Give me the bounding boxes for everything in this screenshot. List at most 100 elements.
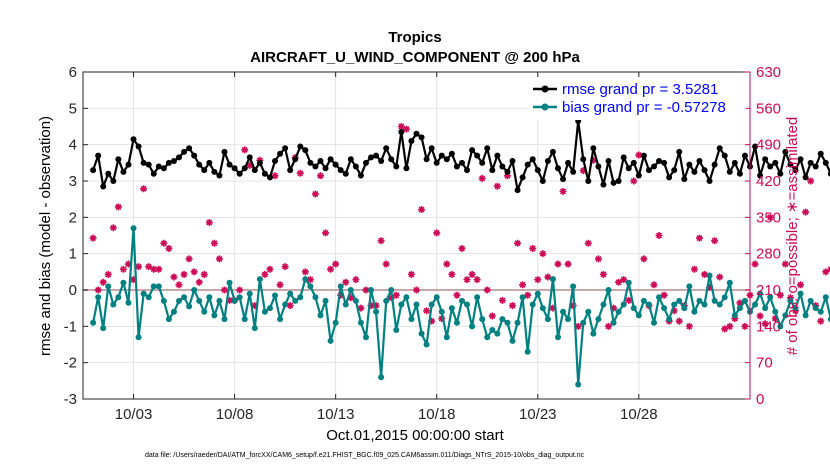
- bias-point: [726, 279, 733, 286]
- rmse-point: [191, 152, 198, 159]
- rmse-point: [590, 145, 597, 152]
- rmse-point: [741, 152, 748, 159]
- plot-area: [83, 72, 750, 399]
- obs-point: [362, 286, 370, 294]
- bias-point: [347, 287, 354, 293]
- bias-point: [792, 305, 799, 312]
- bias-point: [287, 290, 294, 297]
- obs-point: [534, 276, 542, 284]
- bias-point: [186, 303, 193, 310]
- obs-point: [453, 291, 461, 299]
- bias-point: [170, 308, 177, 315]
- obs-point: [205, 219, 213, 227]
- rmse-point: [565, 159, 572, 166]
- rmse-point: [170, 158, 177, 165]
- rmse-point: [529, 156, 536, 163]
- bias-point: [226, 279, 233, 286]
- obs-point: [802, 208, 810, 216]
- obs-point: [210, 239, 218, 247]
- bias-point: [196, 297, 203, 304]
- y-tick-label: 0: [69, 282, 77, 299]
- obs-point: [458, 244, 466, 252]
- y-tick-label: 4: [69, 137, 77, 154]
- bias-point: [539, 305, 546, 312]
- rmse-point: [373, 152, 380, 159]
- bias-point: [822, 294, 829, 301]
- obs-point: [180, 270, 188, 278]
- obs-point: [468, 270, 476, 278]
- bias-point: [772, 308, 779, 315]
- obs-point: [155, 265, 163, 273]
- rmse-point: [322, 165, 329, 172]
- bias-point: [575, 381, 582, 388]
- obs-point: [574, 322, 582, 330]
- obs-point: [524, 291, 532, 299]
- obs-point: [701, 270, 709, 278]
- obs-point: [706, 283, 714, 291]
- bias-point: [256, 276, 263, 283]
- bias-point: [423, 341, 430, 348]
- bias-point: [453, 319, 460, 326]
- bias-point: [428, 301, 435, 308]
- rmse-point: [393, 163, 400, 170]
- rmse-point: [822, 159, 829, 166]
- bias-point: [691, 308, 698, 315]
- bias-point: [191, 287, 198, 293]
- rmse-point: [277, 150, 284, 157]
- y-tick-label: 3: [69, 173, 77, 190]
- obs-point: [135, 263, 143, 271]
- obs-point: [367, 302, 375, 310]
- rmse-point: [241, 165, 248, 172]
- x-tick-label: 10/28: [620, 406, 658, 423]
- obs-point: [215, 255, 223, 263]
- rmse-point: [580, 156, 587, 163]
- rmse-point: [716, 145, 723, 152]
- rmse-point: [676, 148, 683, 155]
- bias-point: [731, 312, 738, 319]
- bias-point: [413, 301, 420, 308]
- rmse-point: [706, 178, 713, 184]
- obs-point: [751, 260, 759, 268]
- obs-point: [711, 237, 719, 245]
- bias-point: [140, 290, 147, 297]
- obs-point: [473, 276, 481, 284]
- bias-point: [610, 319, 617, 326]
- rmse-point: [266, 174, 273, 181]
- rmse-point: [145, 161, 152, 168]
- rmse-point: [448, 150, 455, 157]
- bias-point: [489, 326, 496, 333]
- bias-point: [282, 301, 289, 308]
- bias-point: [272, 292, 279, 299]
- bias-point: [605, 287, 612, 293]
- y-right-tick-label: 210: [756, 282, 781, 299]
- rmse-point: [100, 183, 107, 190]
- rmse-point: [539, 178, 546, 184]
- rmse-point: [721, 152, 728, 159]
- bias-point: [661, 305, 668, 312]
- rmse-point: [150, 170, 157, 177]
- rmse-point: [595, 163, 602, 170]
- obs-point: [276, 281, 284, 289]
- bias-point: [388, 287, 395, 293]
- x-tick-label: 10/18: [418, 406, 456, 423]
- bias-point: [383, 297, 390, 304]
- rmse-point: [812, 163, 819, 170]
- legend-bias-label: bias grand pr = -0.57278: [562, 99, 726, 116]
- bias-point: [105, 283, 112, 290]
- bias-point: [322, 297, 329, 304]
- obs-point: [817, 317, 825, 325]
- bias-point: [165, 316, 172, 323]
- rmse-point: [236, 170, 243, 177]
- bias-point: [469, 323, 476, 330]
- bias-point: [757, 290, 764, 297]
- obs-point: [564, 260, 572, 268]
- bias-point: [706, 272, 713, 279]
- obs-point: [630, 177, 638, 185]
- bias-point: [560, 308, 567, 315]
- rmse-point: [681, 176, 688, 183]
- obs-point: [99, 278, 107, 286]
- rmse-point: [246, 154, 253, 161]
- obs-point: [766, 213, 774, 221]
- bias-point: [817, 308, 824, 315]
- rmse-point: [282, 145, 289, 152]
